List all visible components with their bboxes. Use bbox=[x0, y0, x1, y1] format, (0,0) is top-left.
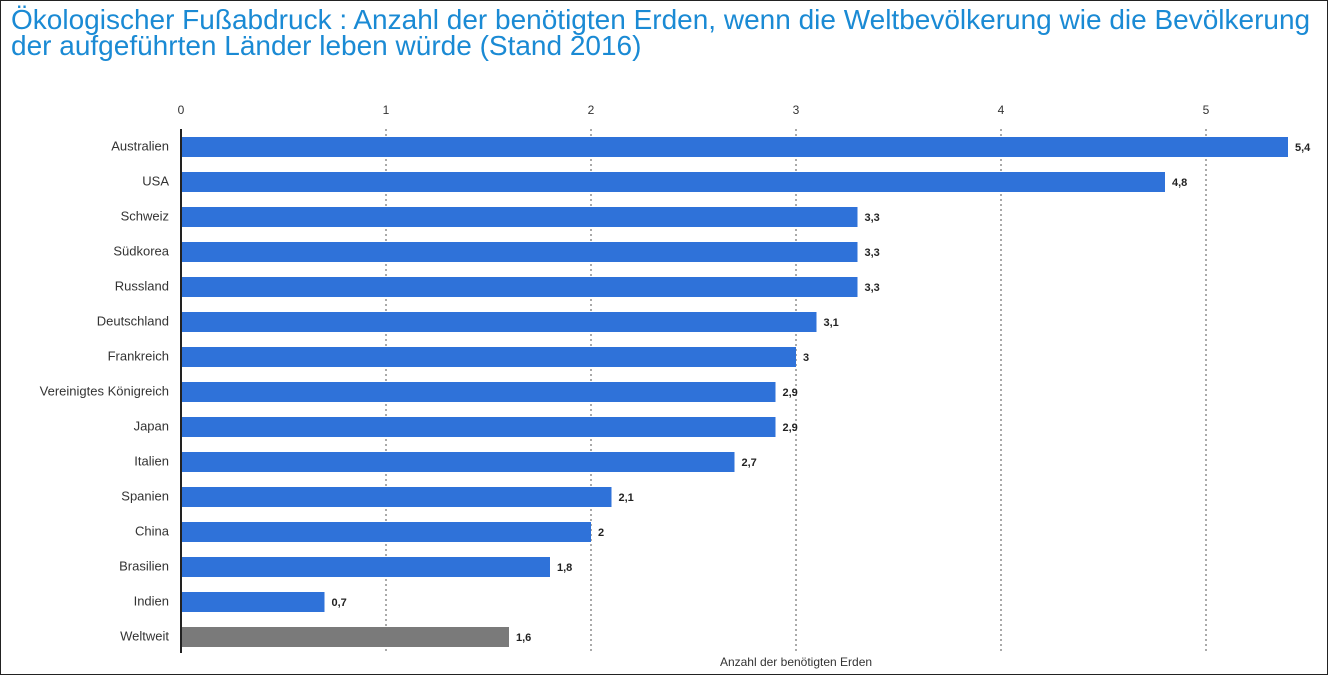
bar bbox=[181, 242, 858, 262]
value-label: 2,7 bbox=[742, 457, 757, 469]
y-tick-label: Schweiz bbox=[121, 208, 169, 223]
bar bbox=[181, 592, 325, 612]
bar bbox=[181, 277, 858, 297]
y-tick-label: Spanien bbox=[121, 488, 169, 503]
bar bbox=[181, 557, 550, 577]
value-label: 1,6 bbox=[516, 632, 531, 644]
value-label: 2,9 bbox=[783, 422, 798, 434]
x-axis-label: Anzahl der benötigten Erden bbox=[720, 655, 872, 669]
value-label: 3 bbox=[803, 352, 809, 364]
y-tick-label: Vereinigtes Königreich bbox=[40, 383, 169, 398]
value-label: 3,3 bbox=[865, 247, 880, 259]
y-tick-label: Indien bbox=[134, 593, 169, 608]
y-tick-label: Deutschland bbox=[97, 313, 169, 328]
bar bbox=[181, 487, 612, 507]
y-tick-label: Australien bbox=[111, 138, 169, 153]
y-tick-label: Frankreich bbox=[108, 348, 169, 363]
value-label: 2,9 bbox=[783, 387, 798, 399]
value-label: 1,8 bbox=[557, 562, 572, 574]
value-label: 0,7 bbox=[332, 597, 347, 609]
x-tick-label: 4 bbox=[998, 103, 1005, 117]
y-tick-label: Russland bbox=[115, 278, 169, 293]
value-label: 3,3 bbox=[865, 282, 880, 294]
y-tick-label: China bbox=[135, 523, 170, 538]
y-tick-label: Weltweit bbox=[120, 628, 169, 643]
bar bbox=[181, 522, 591, 542]
bar bbox=[181, 137, 1288, 157]
bar bbox=[181, 627, 509, 647]
bar bbox=[181, 207, 858, 227]
x-tick-label: 3 bbox=[793, 103, 800, 117]
x-tick-label: 2 bbox=[588, 103, 595, 117]
y-tick-label: Brasilien bbox=[119, 558, 169, 573]
value-label: 3,3 bbox=[865, 212, 880, 224]
bar bbox=[181, 312, 817, 332]
x-tick-label: 5 bbox=[1203, 103, 1210, 117]
y-tick-label: USA bbox=[142, 173, 169, 188]
bar bbox=[181, 452, 735, 472]
bar bbox=[181, 382, 776, 402]
chart-title: Ökologischer Fußabdruck : Anzahl der ben… bbox=[11, 4, 1311, 61]
value-label: 5,4 bbox=[1295, 142, 1311, 154]
bar bbox=[181, 172, 1165, 192]
x-tick-label: 0 bbox=[178, 103, 185, 117]
x-tick-label: 1 bbox=[383, 103, 390, 117]
value-label: 2 bbox=[598, 527, 604, 539]
value-label: 4,8 bbox=[1172, 177, 1187, 189]
bar bbox=[181, 417, 776, 437]
y-tick-label: Japan bbox=[134, 418, 169, 433]
y-tick-label: Südkorea bbox=[113, 243, 169, 258]
value-label: 2,1 bbox=[619, 492, 634, 504]
value-label: 3,1 bbox=[824, 317, 839, 329]
y-tick-label: Italien bbox=[134, 453, 169, 468]
bar bbox=[181, 347, 796, 367]
